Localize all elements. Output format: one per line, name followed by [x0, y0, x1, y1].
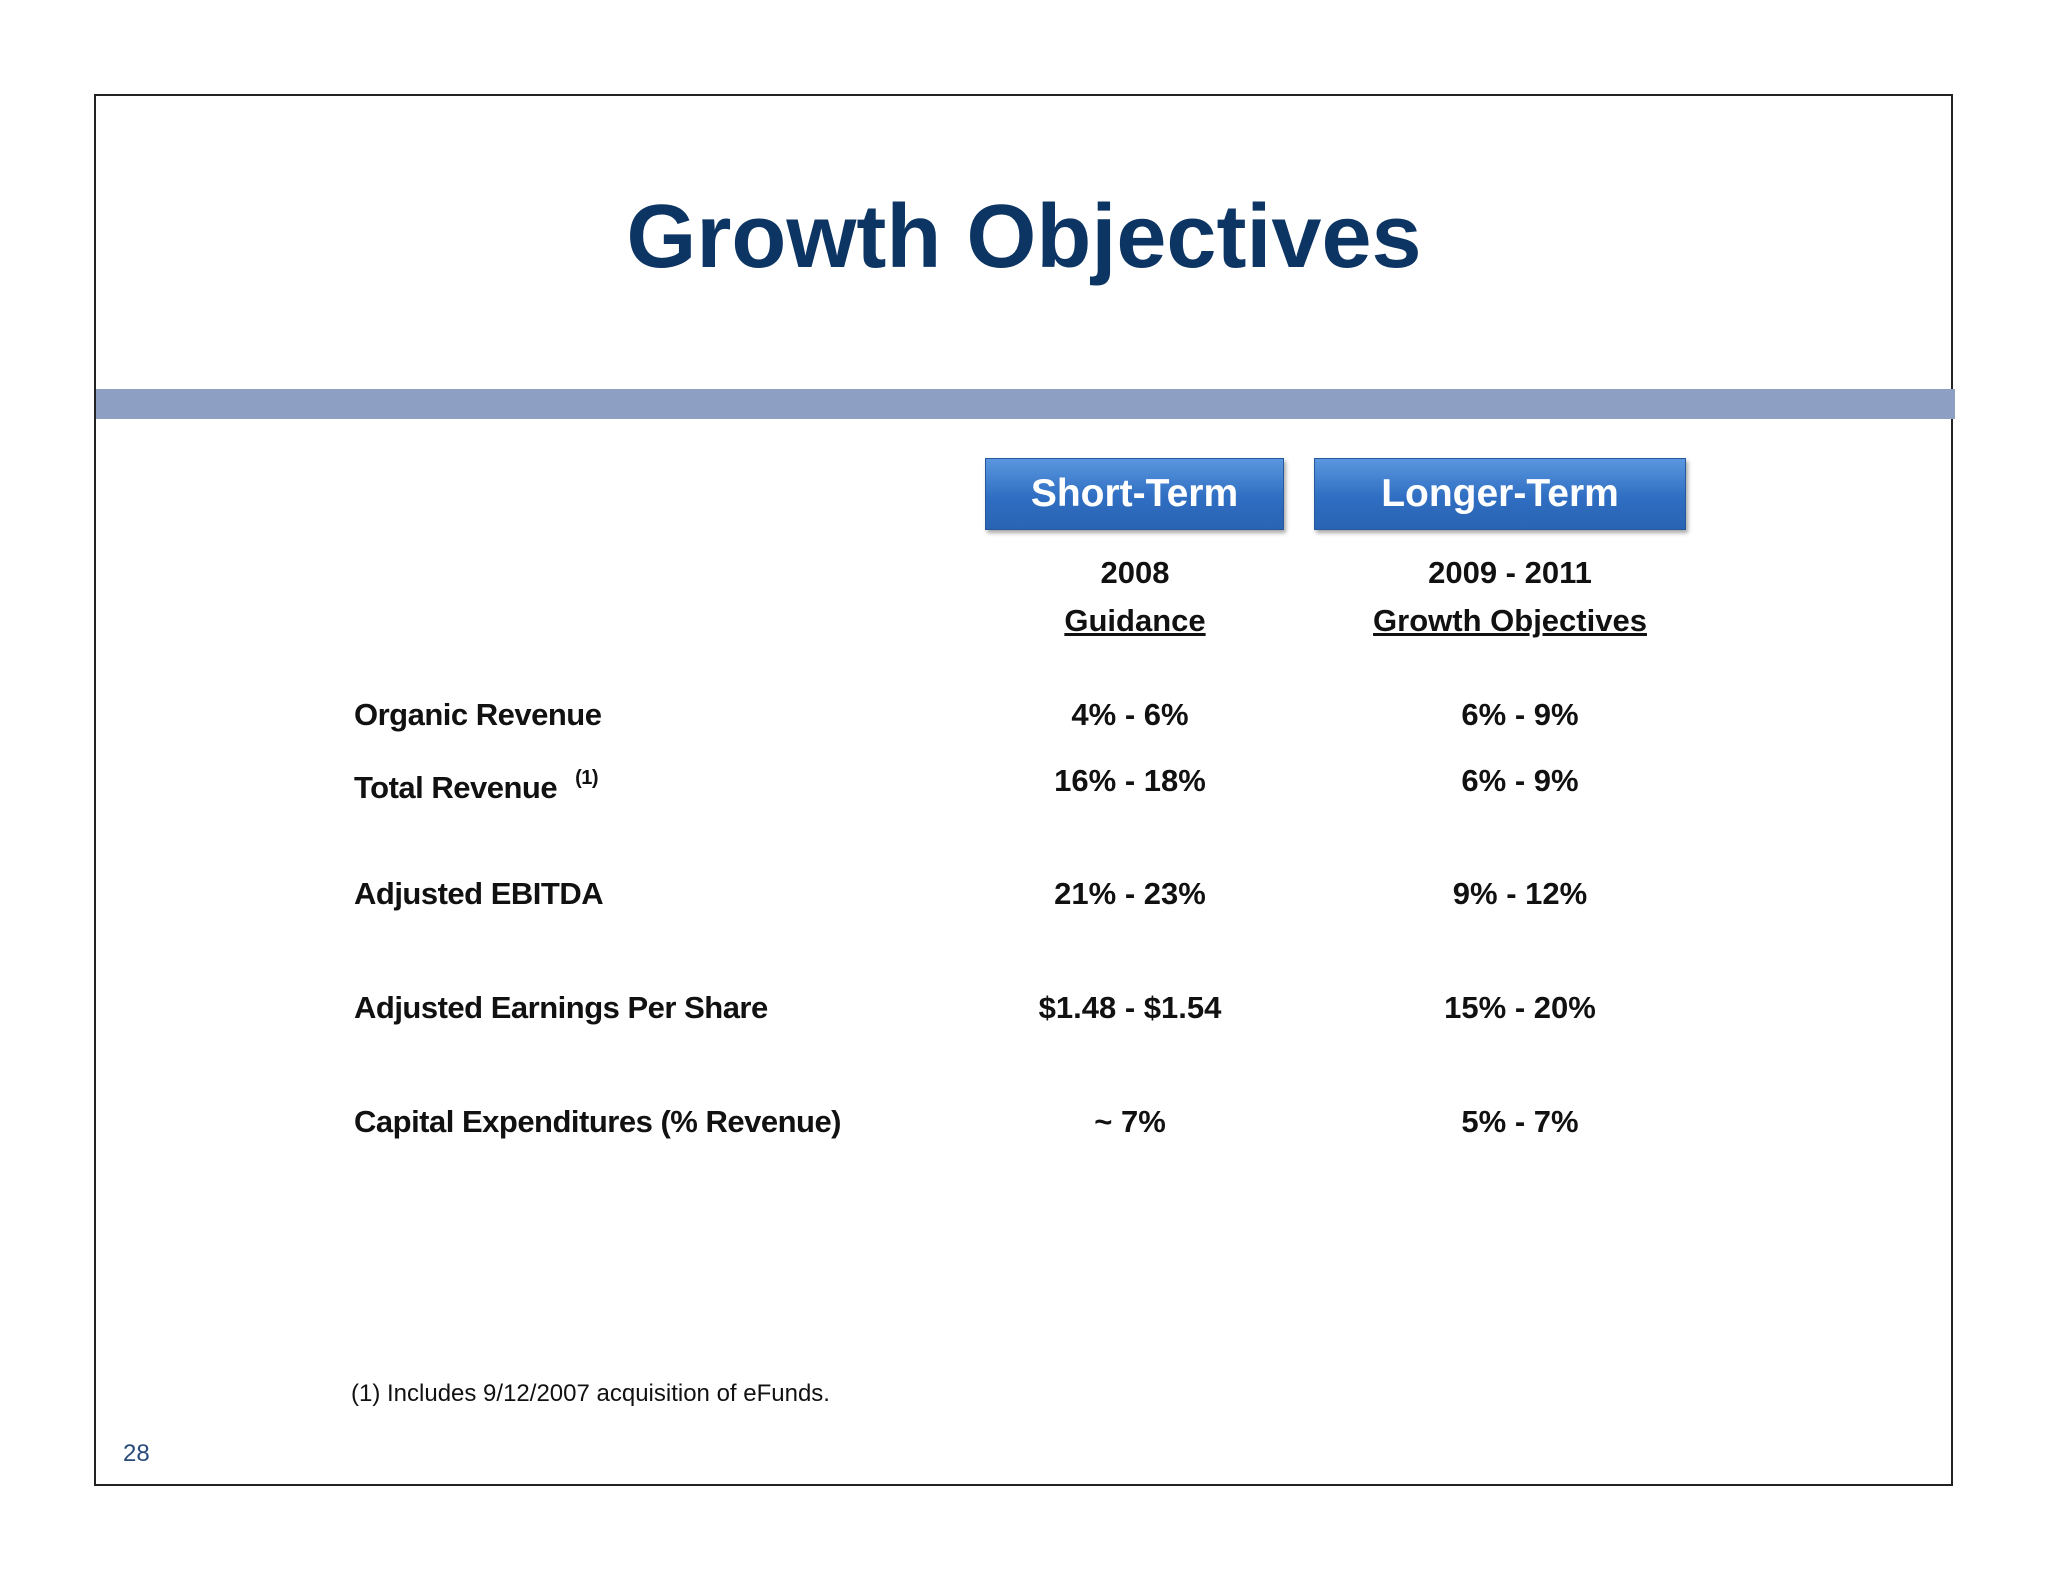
row-label-adjusted-eps: Adjusted Earnings Per Share: [354, 990, 768, 1025]
longer-term-subtitle: Growth Objectives: [1373, 603, 1647, 638]
row-long-total-revenue: 6% - 9%: [1461, 763, 1579, 798]
slide-frame: [94, 94, 1953, 1486]
row-label-capital-expenditures: Capital Expenditures (% Revenue): [354, 1104, 842, 1139]
header-divider-band: [96, 389, 1955, 419]
row-label-total-revenue-wrap: Total Revenue (1): [354, 767, 599, 806]
footnote: (1) Includes 9/12/2007 acquisition of eF…: [351, 1380, 830, 1407]
row-short-organic-revenue: 4% - 6%: [1071, 697, 1189, 732]
row-label-organic-revenue: Organic Revenue: [354, 697, 602, 732]
row-long-capital-expenditures: 5% - 7%: [1461, 1104, 1579, 1139]
row-short-adjusted-ebitda: 21% - 23%: [1054, 876, 1206, 911]
page-number: 28: [123, 1440, 150, 1467]
short-term-subtitle: Guidance: [1064, 603, 1206, 638]
row-short-total-revenue: 16% - 18%: [1054, 763, 1206, 798]
row-long-organic-revenue: 6% - 9%: [1461, 697, 1579, 732]
row-long-adjusted-ebitda: 9% - 12%: [1452, 876, 1588, 911]
row-short-adjusted-eps: $1.48 - $1.54: [1038, 990, 1222, 1025]
longer-term-period: 2009 - 2011: [1428, 555, 1592, 590]
row-long-adjusted-eps: 15% - 20%: [1444, 990, 1596, 1025]
page-title: Growth Objectives: [626, 187, 1422, 287]
footnote-ref: (1): [575, 767, 599, 789]
short-term-period: 2008: [1100, 555, 1170, 590]
row-short-capital-expenditures: ~ 7%: [1094, 1104, 1166, 1139]
longer-term-header: Longer-Term: [1314, 458, 1686, 530]
row-label-total-revenue: Total Revenue: [354, 770, 558, 805]
short-term-header: Short-Term: [985, 458, 1284, 530]
row-label-adjusted-ebitda: Adjusted EBITDA: [354, 876, 604, 911]
